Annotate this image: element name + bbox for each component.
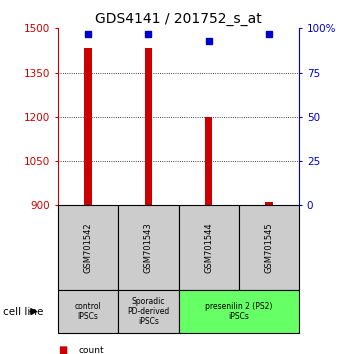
Text: presenilin 2 (PS2)
iPSCs: presenilin 2 (PS2) iPSCs <box>205 302 273 321</box>
Bar <box>178 290 299 333</box>
Bar <box>239 205 299 290</box>
Title: GDS4141 / 201752_s_at: GDS4141 / 201752_s_at <box>95 12 262 26</box>
Text: cell line: cell line <box>3 307 44 316</box>
Bar <box>118 290 178 333</box>
Text: GSM701542: GSM701542 <box>84 222 92 273</box>
Bar <box>118 205 178 290</box>
Text: count: count <box>78 346 104 354</box>
Bar <box>58 205 118 290</box>
Text: GSM701545: GSM701545 <box>265 222 273 273</box>
Text: GSM701543: GSM701543 <box>144 222 153 273</box>
Text: ■: ■ <box>58 346 67 354</box>
Bar <box>266 202 273 205</box>
Bar <box>145 48 152 205</box>
Bar <box>178 205 239 290</box>
Text: GSM701544: GSM701544 <box>204 222 213 273</box>
Text: Sporadic
PD-derived
iPSCs: Sporadic PD-derived iPSCs <box>127 297 169 326</box>
Text: control
IPSCs: control IPSCs <box>74 302 101 321</box>
Bar <box>205 117 212 205</box>
Bar <box>58 290 118 333</box>
Bar <box>84 48 91 205</box>
